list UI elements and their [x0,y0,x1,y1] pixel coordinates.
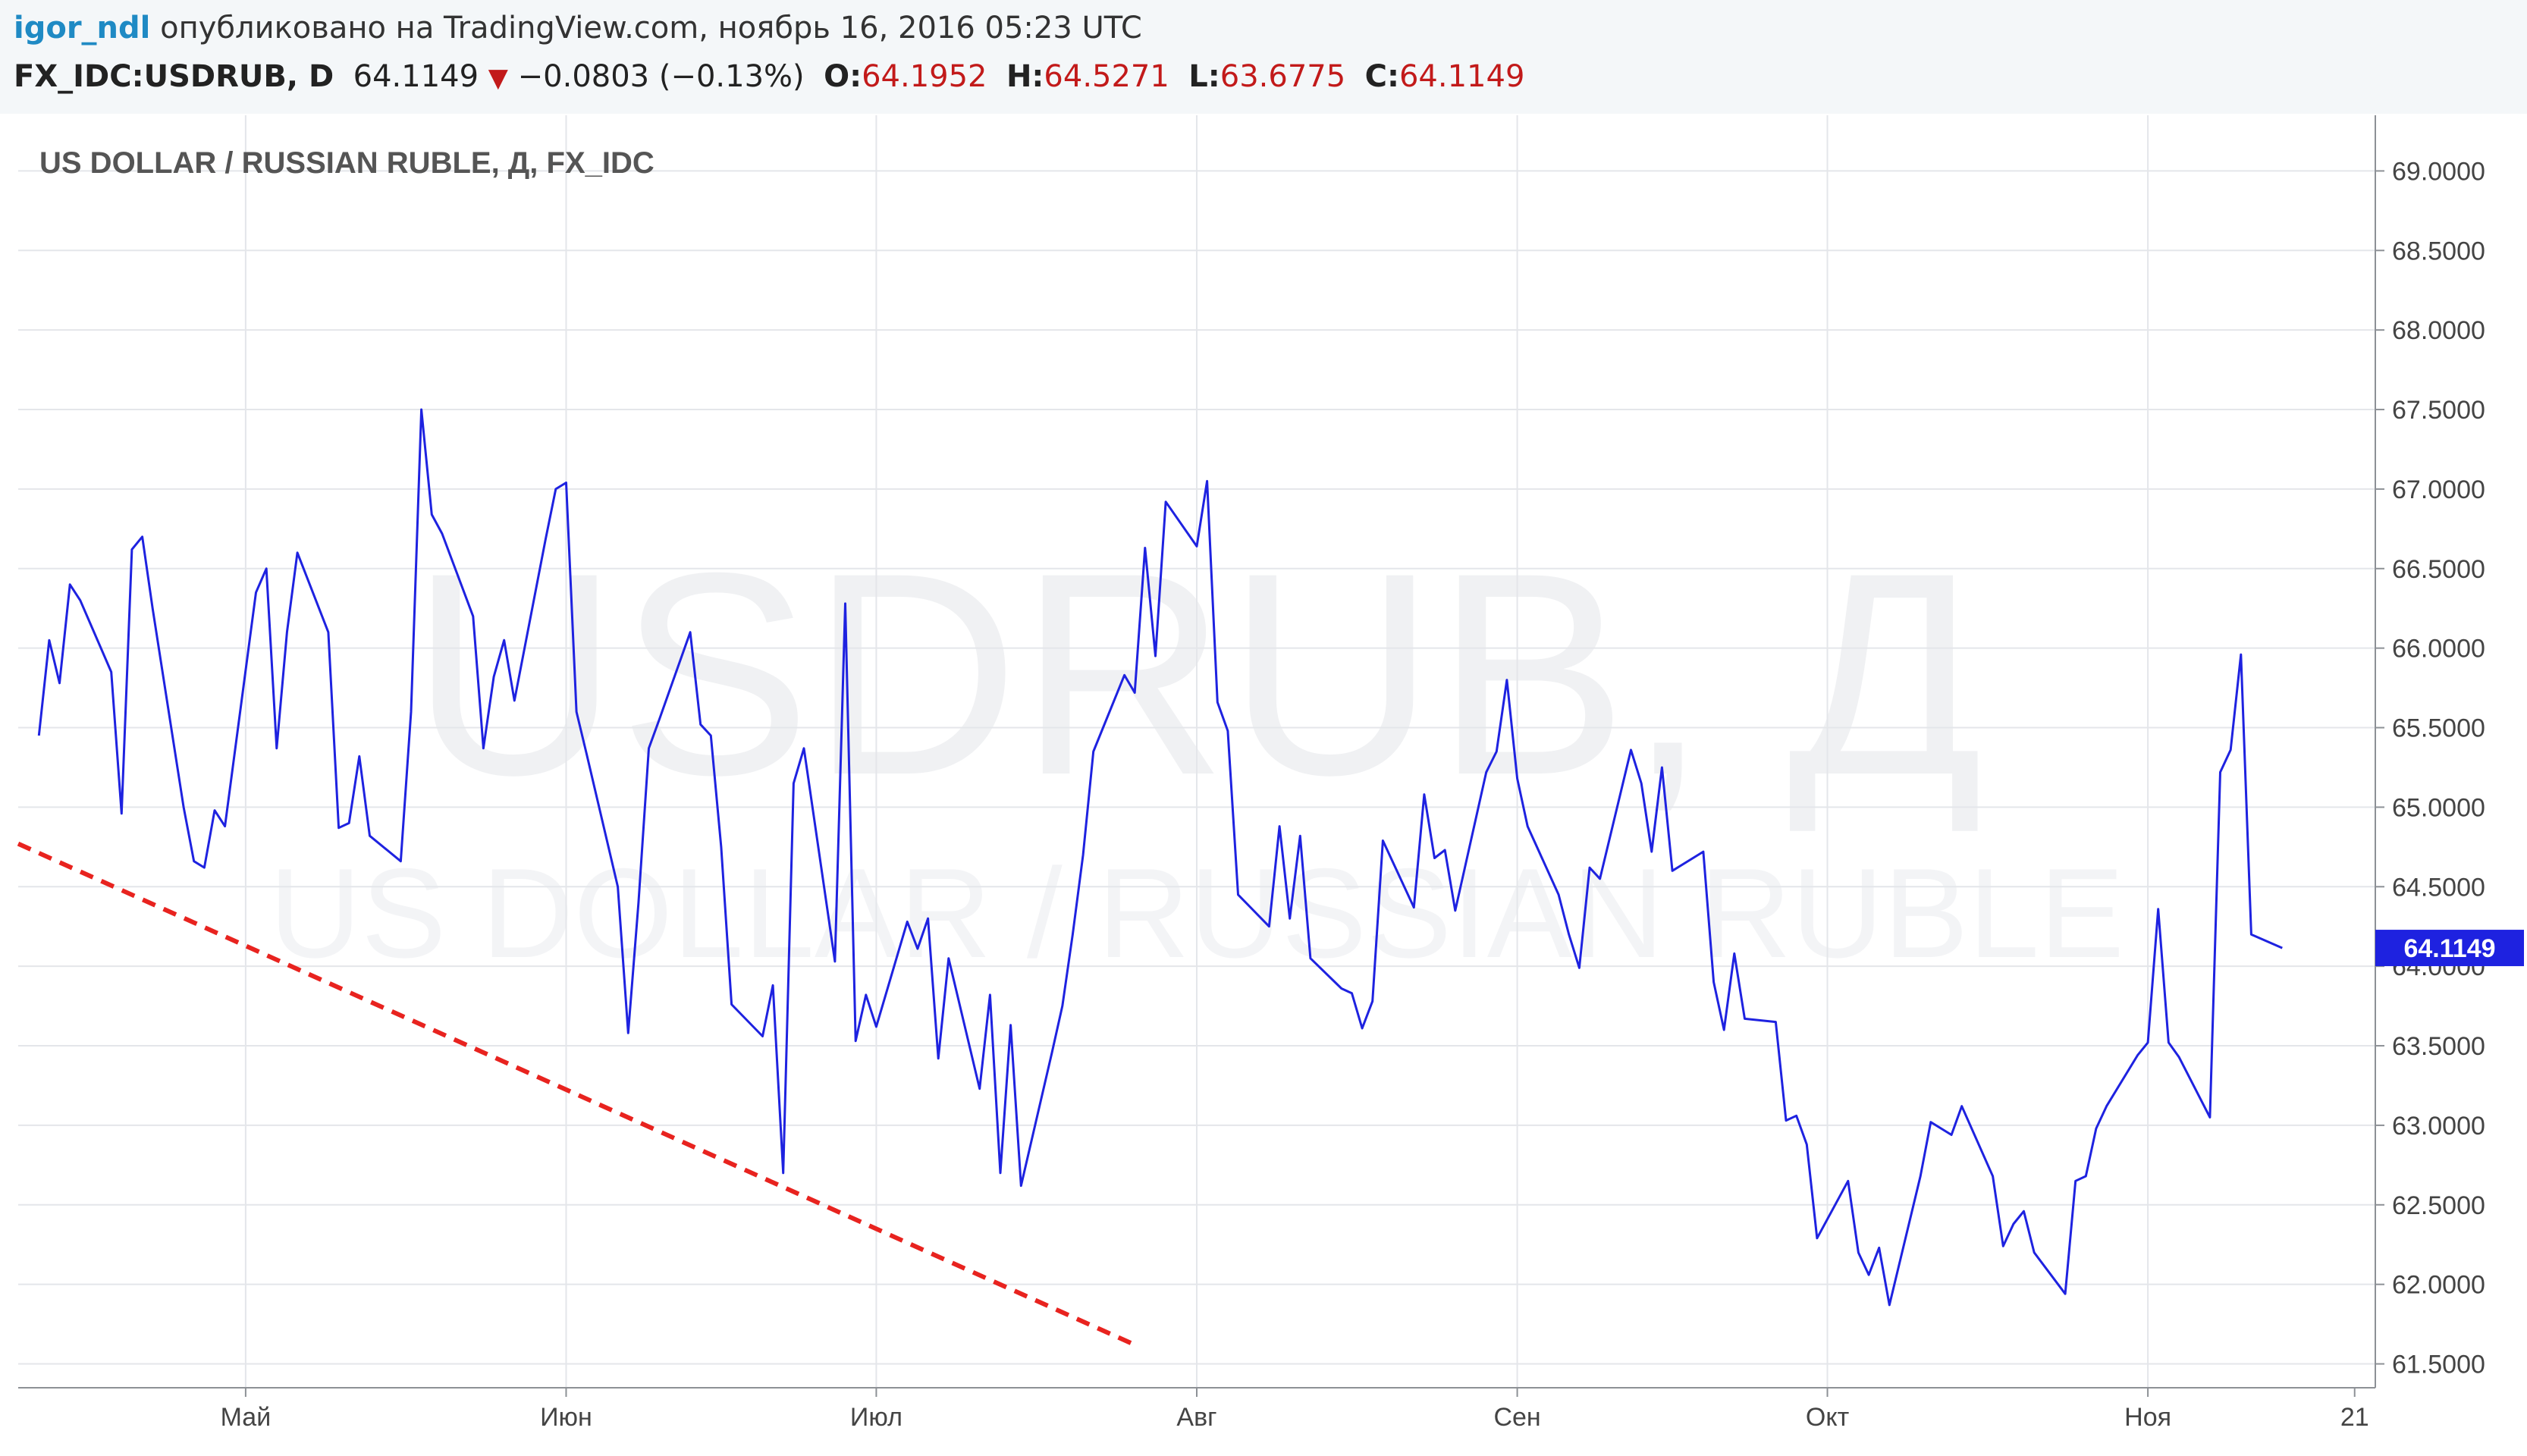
published-text: опубликовано на TradingView.com, ноябрь … [160,11,1142,46]
time-axis[interactable]: Май Июн Июл Авг Сен Окт Ноя 21 [221,1388,2369,1432]
price-line[interactable] [37,408,2283,1307]
open-label: O: [824,59,862,94]
y-tick-label: 63.0000 [2392,1112,2485,1141]
x-tick-label: Авг [1176,1403,1216,1432]
low-label: L: [1188,59,1220,94]
y-tick-label: 62.5000 [2392,1191,2485,1220]
y-tick-label: 68.5000 [2392,237,2485,265]
last-price-tag-bg [2375,930,2524,967]
x-tick-label: Сен [1493,1403,1540,1432]
y-tick-label: 67.5000 [2392,396,2485,425]
y-tick-label: 66.5000 [2392,555,2485,584]
y-tick-label: 66.0000 [2392,635,2485,664]
y-tick-label: 63.5000 [2392,1032,2485,1061]
y-tick-label: 67.0000 [2392,475,2485,504]
y-tick-label: 65.0000 [2392,793,2485,822]
price-series[interactable] [37,408,2283,1307]
down-triangle-icon: ▼ [488,63,508,93]
author-link[interactable]: igor_ndl [14,11,151,46]
horizontal-grid [18,170,2375,1365]
high-value: 64.5271 [1044,59,1169,94]
publish-info: igor_ndl опубликовано на TradingView.com… [14,11,1142,46]
x-tick-label: Июн [540,1403,592,1432]
y-tick-label: 61.5000 [2392,1351,2485,1379]
y-tick-label: 69.0000 [2392,157,2485,186]
symbol-label: FX_IDC:USDRUB, D [14,59,334,94]
last-price-tag: 64.1149 [2375,930,2524,967]
low-value: 63.6775 [1220,59,1346,94]
x-tick-label: Май [221,1403,272,1432]
high-label: H: [1006,59,1044,94]
x-tick-label: 21 [2340,1403,2369,1432]
chart-title: US DOLLAR / RUSSIAN RUBLE, Д, FX_IDC [39,146,655,180]
close-value: 64.1149 [1398,59,1525,94]
last-price-tag-label: 64.1149 [2403,934,2495,963]
vertical-grid [244,115,2149,1388]
y-tick-label: 68.0000 [2392,316,2485,345]
close-label: C: [1364,59,1399,94]
y-tick-label: 62.0000 [2392,1271,2485,1300]
chart-header: igor_ndl опубликовано на TradingView.com… [0,0,2527,114]
last-price: 64.1149 [353,59,479,94]
x-tick-label: Июл [850,1403,902,1432]
y-tick-label: 64.5000 [2392,873,2485,902]
price-change: −0.0803 (−0.13%) [517,59,805,94]
ohlc-legend: FX_IDC:USDRUB, D 64.1149 ▼ −0.0803 (−0.1… [14,59,1524,94]
y-tick-label: 65.5000 [2392,714,2485,743]
x-tick-label: Окт [1806,1403,1849,1432]
open-value: 64.1952 [862,59,987,94]
x-tick-label: Ноя [2124,1403,2171,1432]
price-axis[interactable]: 61.500062.000062.500063.000063.500064.00… [2375,157,2485,1379]
